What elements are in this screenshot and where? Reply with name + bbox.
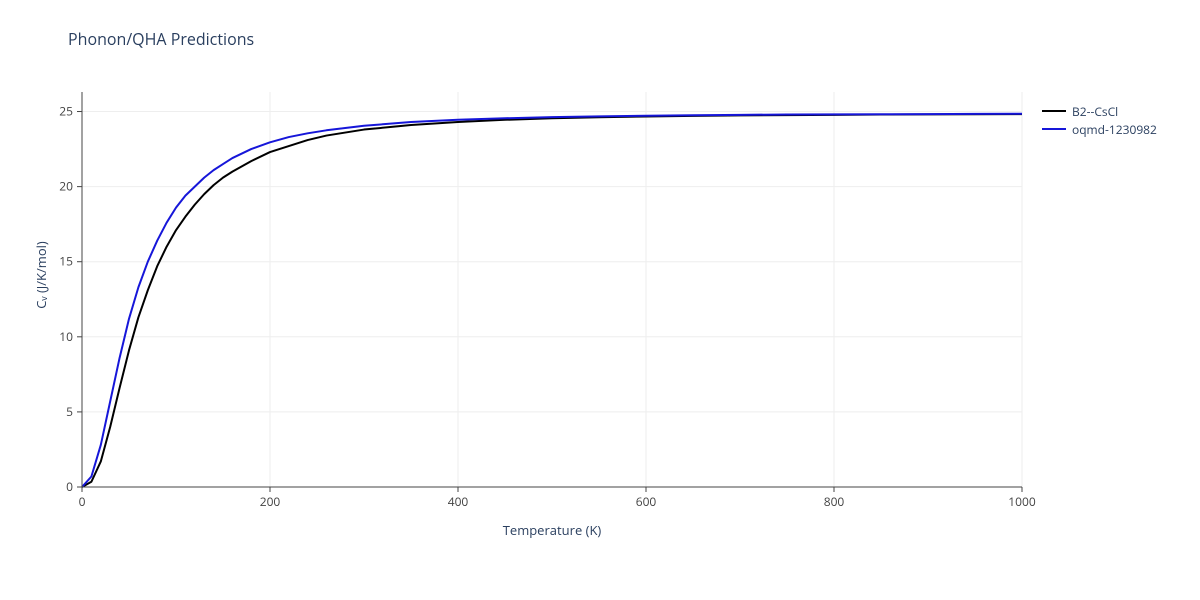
legend[interactable]: B2--CsCloqmd-1230982: [1042, 102, 1157, 138]
legend-label: B2--CsCl: [1072, 103, 1118, 120]
y-tick-label: 20: [59, 178, 73, 195]
legend-swatch: [1042, 110, 1066, 112]
legend-label: oqmd-1230982: [1072, 121, 1157, 138]
x-tick-label: 0: [79, 493, 86, 510]
plot-svg: 0 200 400 600 800 1000 0 5 10 15 20 25: [0, 0, 1200, 600]
plot-bg: [82, 92, 1022, 487]
chart-container: Phonon/QHA Predictions 02004006008001000…: [0, 0, 1200, 600]
y-tick-label: 25: [59, 103, 73, 120]
legend-item-0[interactable]: B2--CsCl: [1042, 102, 1157, 120]
y-tick-label: 5: [66, 403, 73, 420]
x-tick-label: 1000: [1008, 493, 1036, 510]
legend-item-1[interactable]: oqmd-1230982: [1042, 120, 1157, 138]
legend-swatch: [1042, 128, 1066, 130]
y-tick-label: 10: [59, 328, 73, 345]
x-axis-label: Temperature (K): [492, 521, 612, 539]
y-tick-label: 15: [59, 253, 73, 270]
x-tick-label: 200: [260, 493, 281, 510]
x-tick-label: 600: [636, 493, 657, 510]
y-axis-label: Cᵥ (J/K/mol): [32, 215, 50, 335]
x-tick-label: 800: [824, 493, 845, 510]
x-tick-label: 400: [448, 493, 469, 510]
y-tick-label: 0: [66, 478, 73, 495]
